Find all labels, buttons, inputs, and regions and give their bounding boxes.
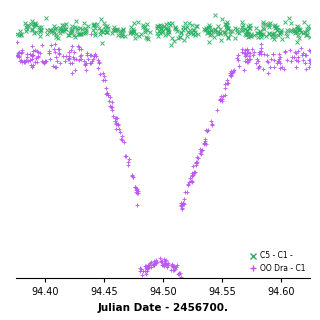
OO Dra - C1 bbox=[89, 32, 93, 36]
OO Dra - C1 bbox=[179, 275, 183, 279]
OO Dra - C1 bbox=[133, 185, 137, 188]
OO Dra - C1 bbox=[308, 49, 312, 53]
Line: OO Dra - C1: OO Dra - C1 bbox=[14, 32, 312, 279]
Line: C5 - C1 -: C5 - C1 - bbox=[15, 13, 312, 47]
C5 - C1 - bbox=[183, 26, 187, 30]
C5 - C1 - bbox=[308, 26, 312, 29]
C5 - C1 - bbox=[15, 32, 19, 36]
C5 - C1 - bbox=[100, 17, 103, 21]
C5 - C1 - bbox=[297, 28, 301, 32]
OO Dra - C1 bbox=[109, 105, 113, 109]
Legend: C5 - C1 -, OO Dra - C1: C5 - C1 -, OO Dra - C1 bbox=[248, 250, 307, 275]
OO Dra - C1 bbox=[15, 54, 19, 58]
C5 - C1 - bbox=[163, 27, 167, 30]
OO Dra - C1 bbox=[190, 180, 194, 183]
C5 - C1 - bbox=[305, 29, 309, 33]
OO Dra - C1 bbox=[219, 94, 223, 98]
OO Dra - C1 bbox=[43, 60, 47, 63]
X-axis label: Julian Date - 2456700.: Julian Date - 2456700. bbox=[98, 303, 229, 313]
C5 - C1 - bbox=[169, 43, 173, 47]
OO Dra - C1 bbox=[220, 100, 224, 103]
C5 - C1 - bbox=[213, 13, 217, 17]
C5 - C1 - bbox=[204, 26, 207, 30]
